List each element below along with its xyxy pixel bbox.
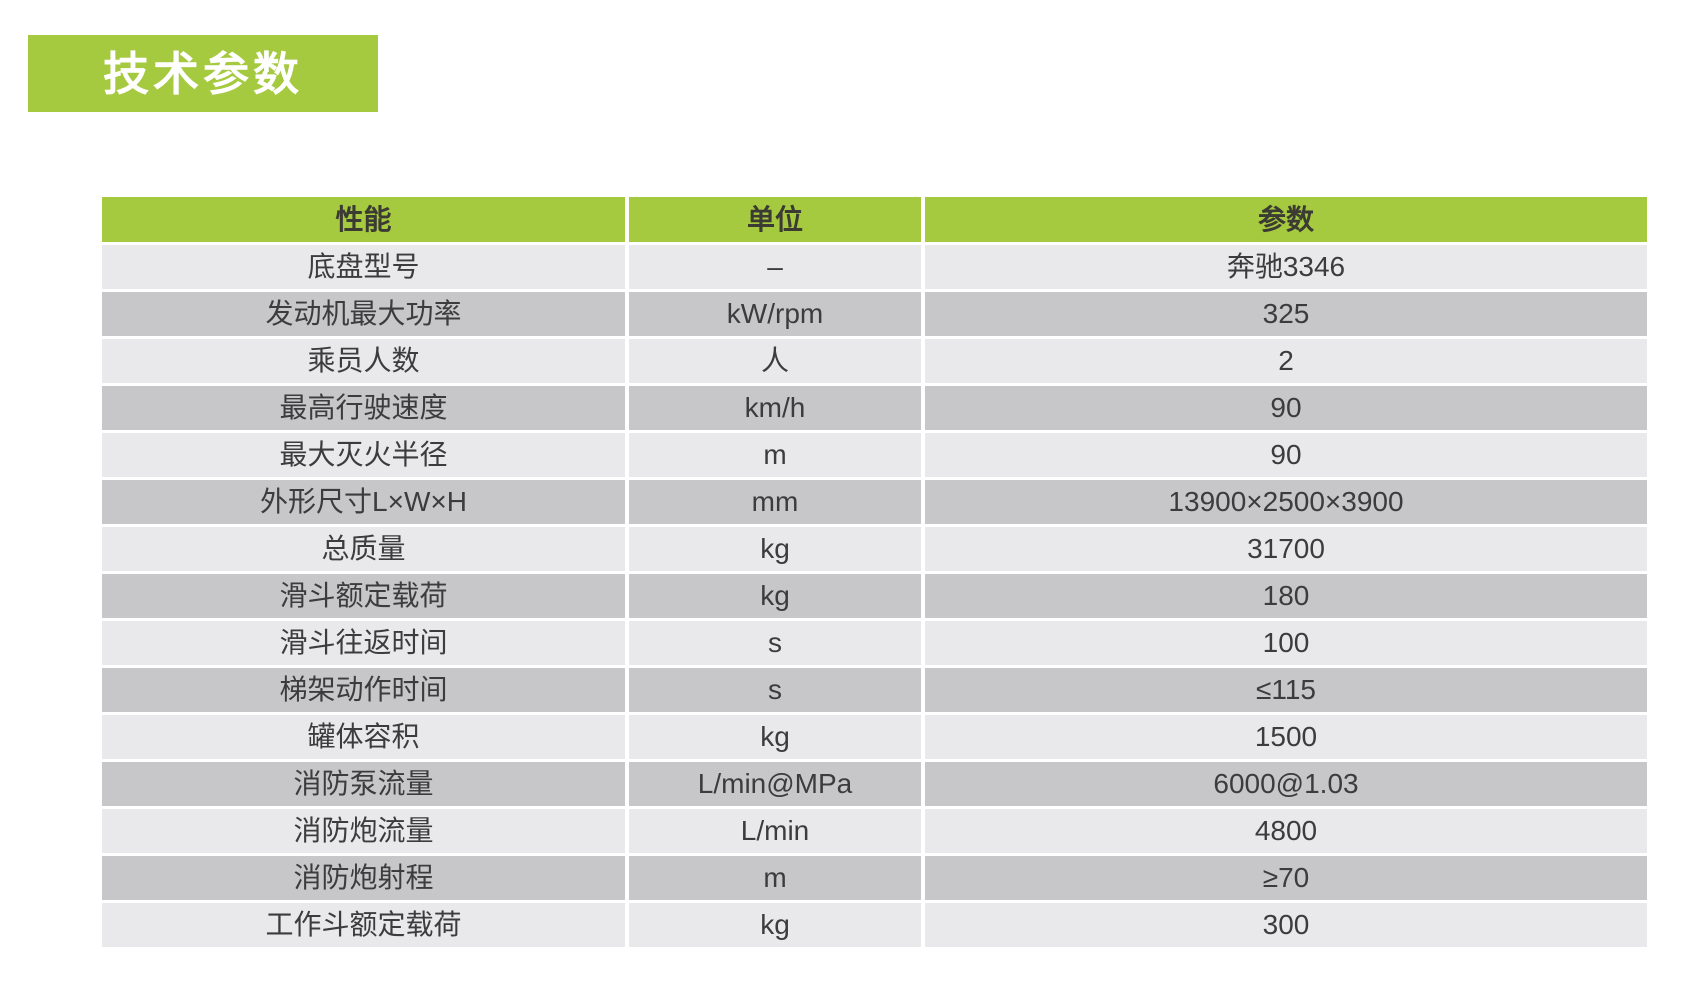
cell-value: 1500 (925, 715, 1647, 759)
cell-unit: km/h (629, 386, 921, 430)
cell-unit: 人 (629, 339, 921, 383)
spec-table: 性能 单位 参数 底盘型号 – 奔驰3346 发动机最大功率 kW/rpm 32… (102, 197, 1647, 947)
table-row: 总质量 kg 31700 (102, 527, 1647, 571)
cell-value: ≥70 (925, 856, 1647, 900)
cell-value: 300 (925, 903, 1647, 947)
table-row: 外形尺寸L×W×H mm 13900×2500×3900 (102, 480, 1647, 524)
cell-unit: m (629, 856, 921, 900)
table-row: 消防泵流量 L/min@MPa 6000@1.03 (102, 762, 1647, 806)
cell-performance: 工作斗额定载荷 (102, 903, 625, 947)
cell-unit: kg (629, 903, 921, 947)
cell-value: 325 (925, 292, 1647, 336)
section-title-box: 技术参数 (28, 35, 378, 112)
cell-performance: 滑斗额定载荷 (102, 574, 625, 618)
table-row: 发动机最大功率 kW/rpm 325 (102, 292, 1647, 336)
cell-performance: 消防炮流量 (102, 809, 625, 853)
cell-unit: kW/rpm (629, 292, 921, 336)
cell-value: 180 (925, 574, 1647, 618)
table-row: 滑斗往返时间 s 100 (102, 621, 1647, 665)
cell-performance: 乘员人数 (102, 339, 625, 383)
cell-unit: s (629, 621, 921, 665)
table-row: 罐体容积 kg 1500 (102, 715, 1647, 759)
table-row: 底盘型号 – 奔驰3346 (102, 245, 1647, 289)
cell-performance: 滑斗往返时间 (102, 621, 625, 665)
header-unit: 单位 (629, 197, 921, 242)
table-row: 乘员人数 人 2 (102, 339, 1647, 383)
table-row: 工作斗额定载荷 kg 300 (102, 903, 1647, 947)
cell-performance: 最高行驶速度 (102, 386, 625, 430)
cell-unit: L/min@MPa (629, 762, 921, 806)
table-row: 梯架动作时间 s ≤115 (102, 668, 1647, 712)
cell-value: 13900×2500×3900 (925, 480, 1647, 524)
cell-unit: m (629, 433, 921, 477)
cell-performance: 外形尺寸L×W×H (102, 480, 625, 524)
table-header-row: 性能 单位 参数 (102, 197, 1647, 242)
cell-unit: – (629, 245, 921, 289)
cell-value: 6000@1.03 (925, 762, 1647, 806)
cell-value: 31700 (925, 527, 1647, 571)
cell-unit: L/min (629, 809, 921, 853)
cell-value: 奔驰3346 (925, 245, 1647, 289)
cell-unit: kg (629, 715, 921, 759)
cell-performance: 发动机最大功率 (102, 292, 625, 336)
cell-value: 4800 (925, 809, 1647, 853)
table-row: 最大灭火半径 m 90 (102, 433, 1647, 477)
cell-performance: 最大灭火半径 (102, 433, 625, 477)
cell-unit: s (629, 668, 921, 712)
cell-unit: kg (629, 527, 921, 571)
cell-performance: 消防炮射程 (102, 856, 625, 900)
table-row: 消防炮射程 m ≥70 (102, 856, 1647, 900)
cell-unit: mm (629, 480, 921, 524)
cell-performance: 总质量 (102, 527, 625, 571)
table-row: 滑斗额定载荷 kg 180 (102, 574, 1647, 618)
cell-performance: 梯架动作时间 (102, 668, 625, 712)
cell-performance: 消防泵流量 (102, 762, 625, 806)
cell-performance: 底盘型号 (102, 245, 625, 289)
header-performance: 性能 (102, 197, 625, 242)
cell-value: ≤115 (925, 668, 1647, 712)
cell-value: 90 (925, 386, 1647, 430)
cell-value: 100 (925, 621, 1647, 665)
cell-performance: 罐体容积 (102, 715, 625, 759)
table-row: 消防炮流量 L/min 4800 (102, 809, 1647, 853)
header-value: 参数 (925, 197, 1647, 242)
cell-unit: kg (629, 574, 921, 618)
section-title: 技术参数 (103, 47, 303, 100)
cell-value: 90 (925, 433, 1647, 477)
cell-value: 2 (925, 339, 1647, 383)
table-row: 最高行驶速度 km/h 90 (102, 386, 1647, 430)
